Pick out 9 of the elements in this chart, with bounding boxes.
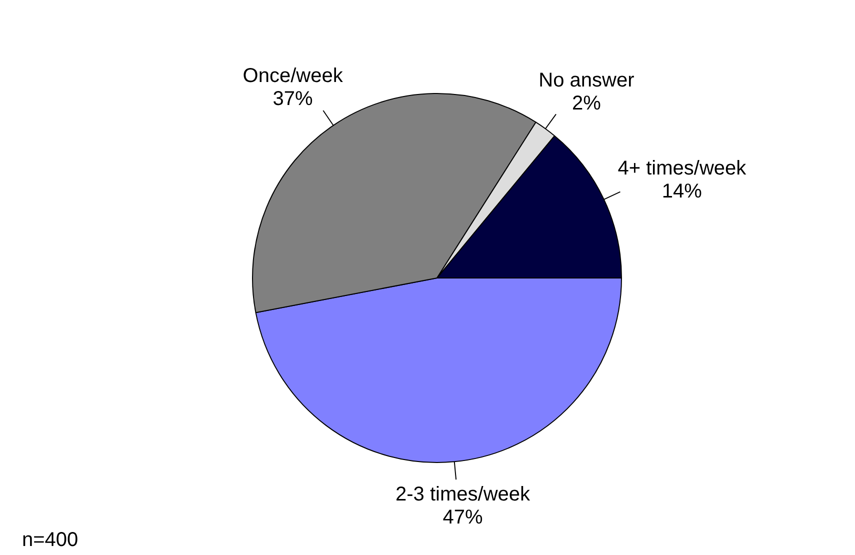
data-label: 2%	[572, 92, 602, 114]
slice-label: No answer	[538, 69, 635, 92]
data-label: 37%	[272, 88, 314, 110]
text: n=400	[22, 529, 78, 551]
data-label: 47%	[442, 506, 483, 528]
slice-label: 4+ times/week	[618, 157, 748, 180]
slice-label: 2-3 times/week	[396, 483, 532, 506]
slice-label: Once/week	[242, 65, 344, 88]
data-label: 14%	[662, 180, 702, 202]
